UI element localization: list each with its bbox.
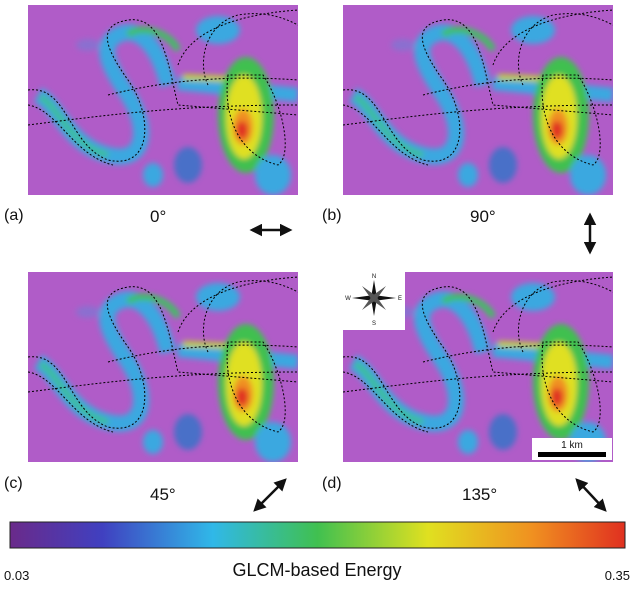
panel-label: (b) xyxy=(322,207,342,224)
compass: N E S W xyxy=(343,272,405,330)
direction-arrow xyxy=(577,480,605,510)
compass-e: E xyxy=(398,296,402,302)
compass-s: S xyxy=(372,321,376,327)
colorbar xyxy=(10,522,625,548)
panel-label: (c) xyxy=(4,475,23,492)
panel-label: (d) xyxy=(322,475,342,492)
panel-angle: 90° xyxy=(470,207,496,226)
heatmap-panel-a xyxy=(28,5,298,195)
panel-angle: 0° xyxy=(150,207,166,226)
figure: (a) 0° (b) 90° (c) 45° (d) 135° N E S W … xyxy=(0,0,634,585)
direction-arrow xyxy=(255,480,285,510)
scale-bar: 1 km xyxy=(532,438,612,460)
colorbar-min: 0.03 xyxy=(4,568,29,583)
heatmap-panel-c xyxy=(28,272,298,462)
compass-w: W xyxy=(345,296,351,302)
panel-angle: 135° xyxy=(462,485,497,504)
scale-bar-label: 1 km xyxy=(561,440,583,451)
heatmap-panel-b xyxy=(343,5,613,195)
panel-angle: 45° xyxy=(150,485,176,504)
colorbar-label: GLCM-based Energy xyxy=(232,560,401,580)
colorbar-max: 0.35 xyxy=(605,568,630,583)
compass-n: N xyxy=(372,274,376,280)
panel-label: (a) xyxy=(4,207,24,224)
